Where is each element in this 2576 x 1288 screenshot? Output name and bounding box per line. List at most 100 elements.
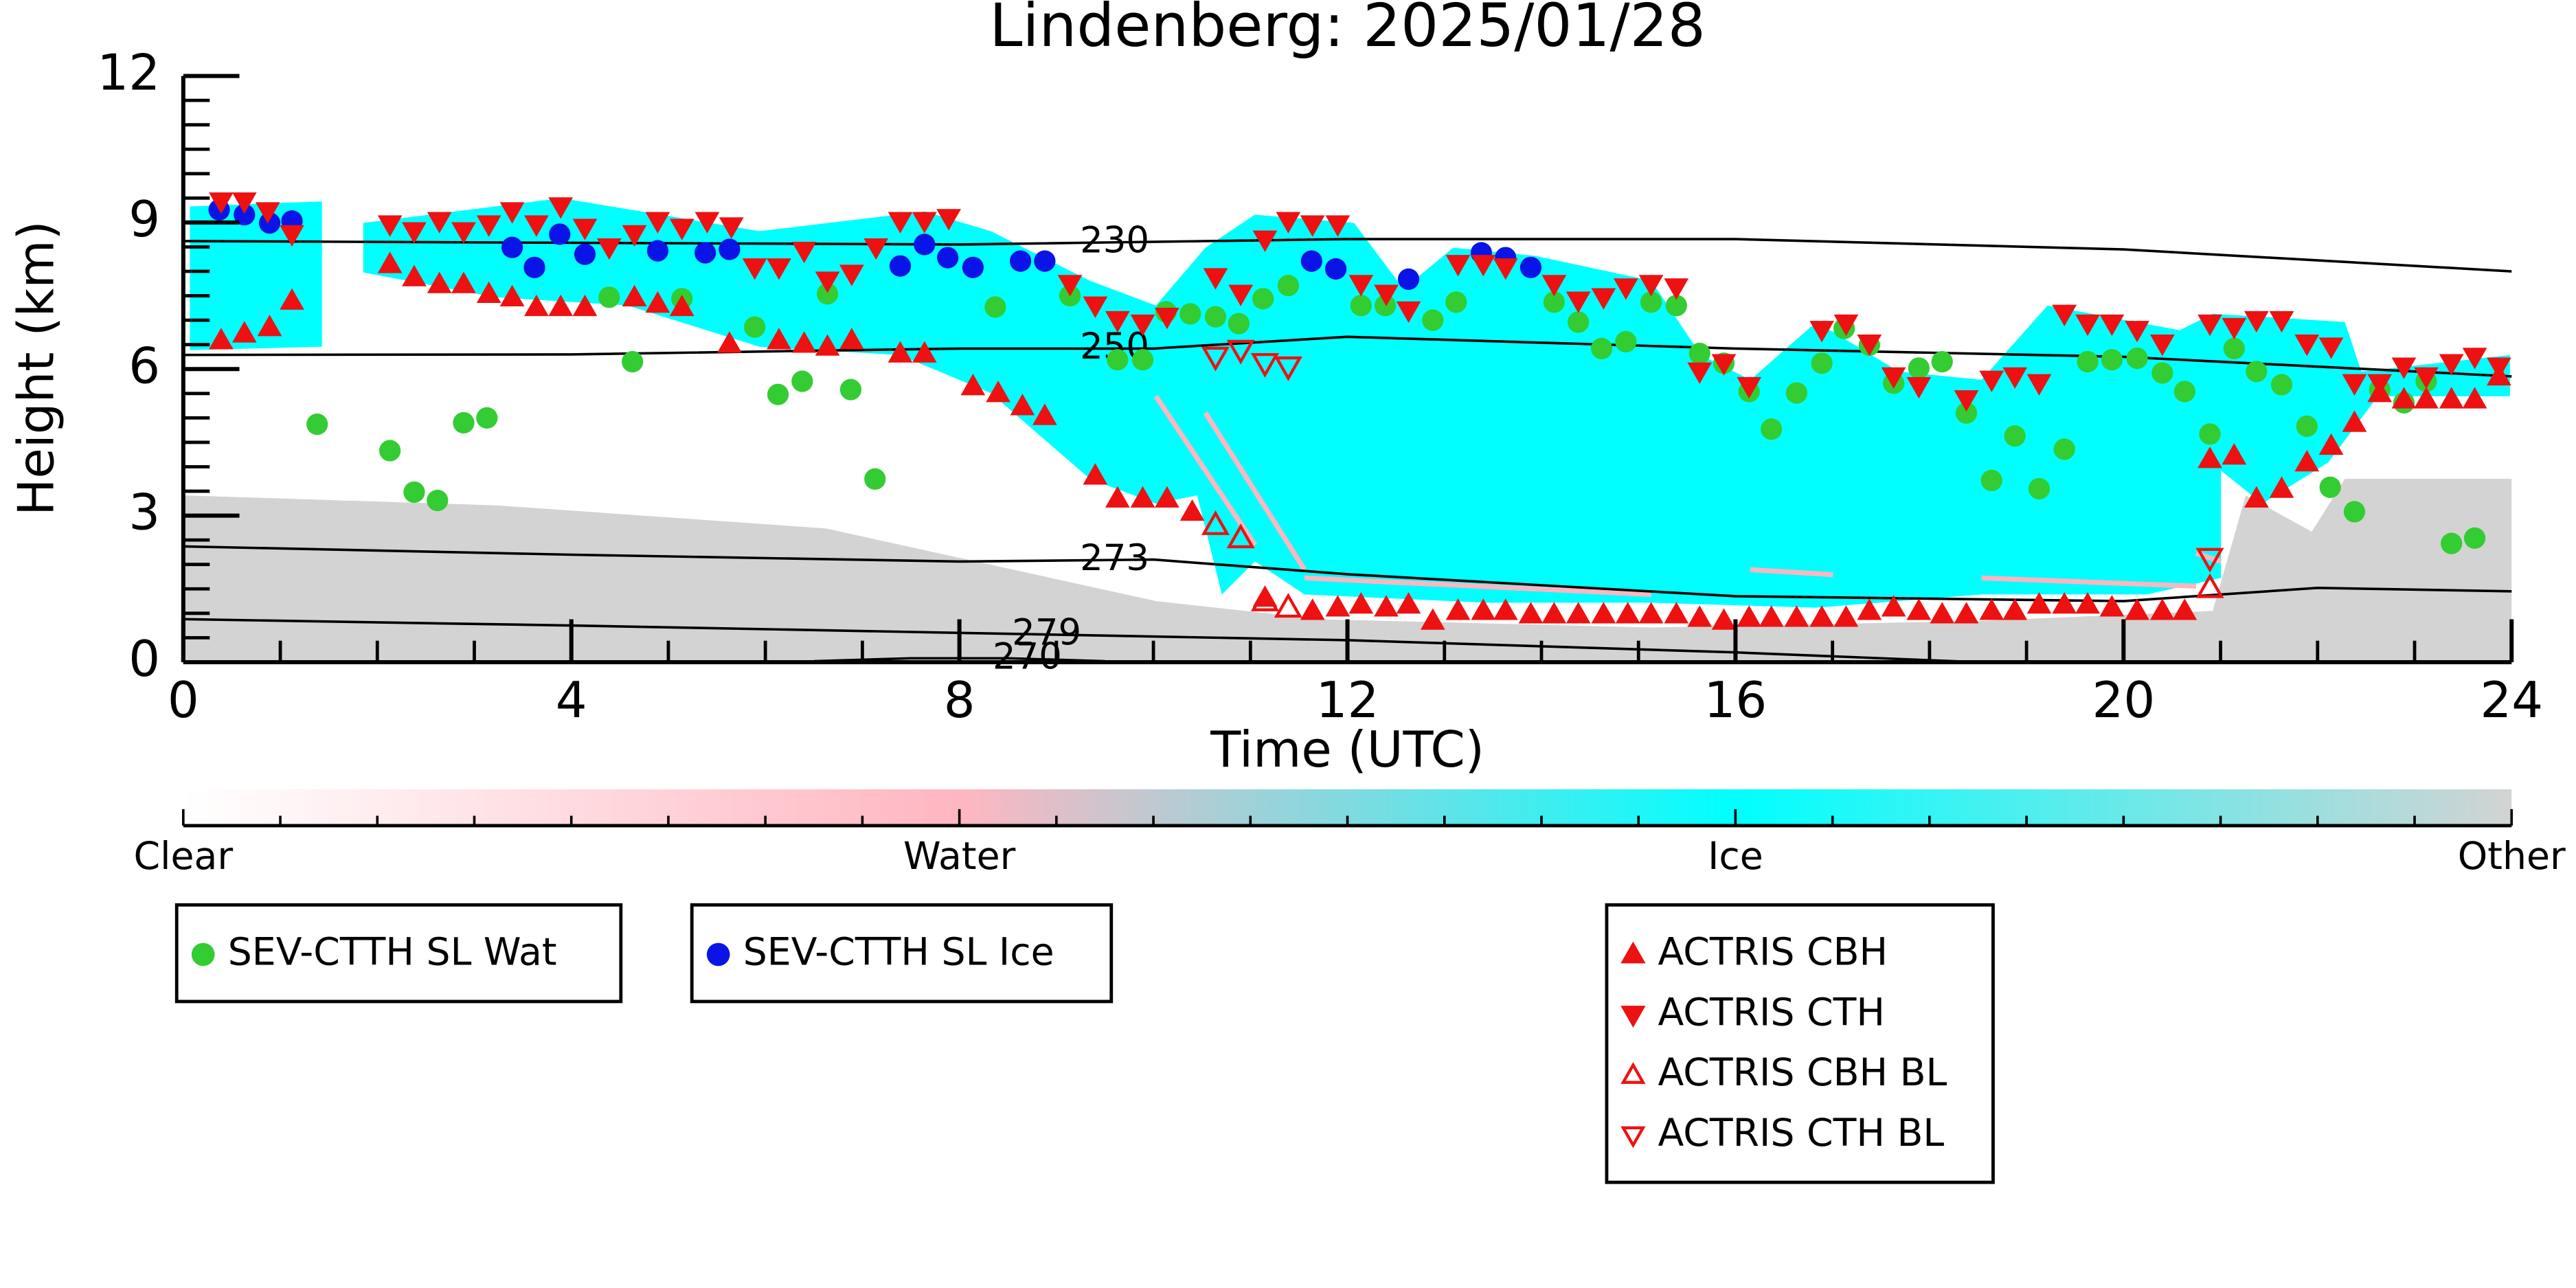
triangle-down-marker [476, 215, 501, 237]
triangle-down-marker [1881, 367, 1906, 389]
triangle-up-marker [1857, 598, 1882, 620]
point [1955, 402, 1978, 424]
triangle-up-marker [1032, 403, 1057, 425]
triangle-down-marker [622, 225, 647, 247]
point [864, 468, 886, 490]
triangle-up-marker [572, 294, 598, 317]
point [2077, 350, 2099, 373]
triangle-up-marker [2391, 387, 2417, 409]
triangle-up-marker [1420, 608, 1445, 630]
triangle-up-marker [1300, 598, 1325, 620]
triangle-down-marker [572, 218, 598, 240]
triangle-up-marker [1566, 602, 1591, 624]
triangle-down-marker [1445, 255, 1471, 277]
contour-label: 279 [1012, 611, 1081, 653]
triangle-up-marker [2052, 591, 2077, 614]
triangle-up-marker [1759, 605, 1784, 627]
triangle-down-marker [1833, 314, 1859, 337]
triangle-down-marker [548, 197, 574, 219]
point [1445, 291, 1467, 313]
ice-mask [190, 198, 2510, 608]
contour-line [183, 618, 1978, 664]
legend-label: SEV-CTTH SL Ice [743, 931, 1054, 975]
triangle-up-marker [476, 281, 501, 303]
x-tick-label: 24 [2480, 672, 2543, 730]
point [2319, 476, 2341, 498]
point [1204, 306, 1227, 328]
point [1590, 337, 1613, 360]
legend-marker [1620, 941, 1646, 964]
triangle-up-marker [1664, 602, 1689, 624]
triangle-down-marker [1906, 376, 1932, 399]
triangle-down-marker [694, 212, 720, 234]
point [744, 316, 766, 338]
triangle-down-marker [863, 238, 889, 260]
triangle-up-marker [427, 271, 452, 293]
triangle-up-marker [280, 288, 304, 310]
point [1277, 275, 1300, 297]
point [1422, 309, 1444, 331]
triangle-up-marker [1711, 608, 1737, 630]
triangle-down-marker [1737, 376, 1762, 399]
triangle-down-marker [1591, 288, 1616, 310]
triangle-up-marker [1615, 602, 1640, 624]
triangle-up-marker [767, 328, 791, 350]
triangle-up-marker [1201, 510, 1230, 535]
triangle-down-marker [377, 215, 403, 237]
triangle-up-marker [960, 374, 986, 396]
contour-line [183, 545, 2512, 602]
point [767, 383, 789, 405]
y-tick-label: 6 [128, 337, 160, 395]
point [1543, 291, 1565, 313]
triangle-up-marker [986, 381, 1010, 403]
x-axis-label: Time (UTC) [1210, 721, 1484, 779]
triangle-down-marker [2342, 374, 2367, 396]
triangle-down-marker [2075, 314, 2100, 337]
triangle-up-marker [791, 331, 817, 353]
y-tick-label: 0 [128, 631, 160, 688]
triangle-down-marker [2244, 310, 2269, 333]
point [2246, 361, 2268, 383]
point [984, 296, 1006, 318]
legend-label: ACTRIS CTH BL [1658, 1111, 1944, 1155]
triangle-up-marker [231, 321, 257, 343]
triangle-down-marker [1954, 390, 1979, 412]
y-tick-label: 3 [128, 484, 160, 542]
triangle-down-marker [669, 218, 694, 240]
triangle-up-marker [2125, 598, 2149, 620]
point [2441, 532, 2463, 554]
point [1374, 295, 1397, 317]
triangle-up-marker [2342, 410, 2367, 432]
point [1252, 288, 1274, 310]
triangle-up-marker [1396, 591, 1421, 614]
triangle-up-marker [2294, 450, 2320, 472]
triangle-down-marker [1057, 275, 1083, 297]
point [2296, 415, 2318, 438]
triangle-down-marker [2439, 354, 2464, 376]
triangle-down-marker [912, 212, 937, 234]
point [2151, 362, 2173, 384]
triangle-down-marker [2391, 357, 2417, 379]
triangle-up-marker [2002, 598, 2028, 620]
triangle-down-marker [1857, 335, 1882, 357]
triangle-up-marker [2026, 591, 2052, 614]
legend-marker [706, 942, 730, 967]
contour-line [183, 238, 2512, 273]
triangle-down-marker [839, 264, 864, 286]
triangle-up-marker [451, 271, 476, 293]
triangle-up-marker [1833, 605, 1859, 627]
triangle-up-marker [2269, 476, 2294, 498]
legend-label: ACTRIS CTH [1658, 991, 1884, 1035]
point [2004, 425, 2026, 447]
triangle-down-marker [1348, 275, 1374, 297]
triangle-down-marker [1471, 255, 1496, 277]
point [719, 238, 741, 260]
point [501, 236, 523, 258]
triangle-up-marker [1130, 486, 1155, 508]
triangle-up-marker [1638, 602, 1664, 624]
triangle-up-marker [645, 291, 670, 313]
triangle-up-marker [622, 284, 647, 306]
point [549, 223, 571, 245]
water-mask [1153, 394, 2222, 597]
